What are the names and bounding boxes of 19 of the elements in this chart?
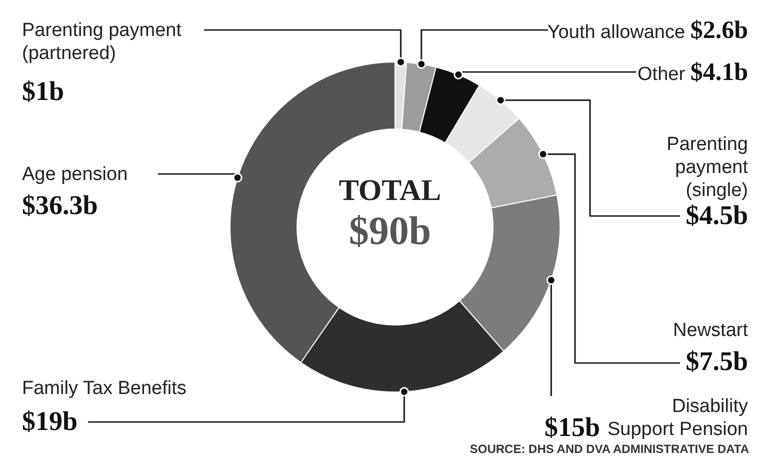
- slice-label: Other: [638, 64, 686, 85]
- data-label: $15b: [544, 412, 600, 442]
- slice-label: Newstart: [673, 320, 749, 341]
- data-label: $1b: [22, 76, 64, 106]
- text: $90b: [348, 208, 432, 254]
- slice-label: Age pension: [22, 164, 128, 185]
- slice-label: Disability Support Pension: [608, 396, 748, 440]
- data-label: $2.6b: [690, 17, 748, 44]
- text: TOTAL: [338, 174, 442, 208]
- slice-label: Parenting payment (single): [666, 134, 749, 201]
- data-label: $19b: [22, 406, 78, 436]
- data-label: $4.5b: [686, 200, 748, 230]
- source-note: SOURCE: DHS AND DVA ADMINISTRATIVE DATA: [470, 442, 749, 456]
- data-label: $7.5b: [686, 346, 748, 376]
- data-label: $36.3b: [22, 190, 98, 220]
- data-label: $4.1b: [690, 59, 748, 86]
- slice-label: Family Tax Benefits: [22, 378, 186, 399]
- slice-label: Youth allowance: [547, 22, 686, 43]
- slice-label: Parenting payment (partnered): [22, 20, 182, 64]
